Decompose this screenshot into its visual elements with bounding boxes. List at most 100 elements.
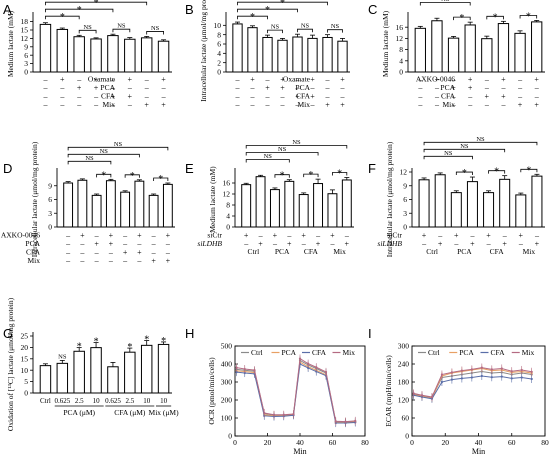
panel-i-xtick-label-2: 40 — [475, 438, 483, 447]
panel-b-bar-1 — [247, 27, 258, 73]
panel-c-bar-0 — [414, 27, 426, 73]
panel-letter-i: I — [368, 326, 372, 341]
panel-c-row-1-sign-1: – — [434, 83, 440, 92]
panel-c-bracket-short-label-1: * — [493, 12, 498, 23]
panel-h-ytick-label-0: 0 — [228, 432, 232, 441]
panel-f-bracket-long-label-2: NS — [476, 136, 485, 143]
panel-f-ytick-label-0: 0 — [403, 223, 407, 232]
panel-i-plot-frame — [411, 345, 546, 437]
panel-h-legend-label-1: PCA — [282, 348, 297, 357]
panel-c-row-label-1: PCA — [440, 83, 455, 92]
panel-d-row-1-sign-0: – — [65, 239, 71, 248]
panel-b-bracket-long-label-2: * — [280, 0, 285, 9]
panel-b-bracket-long-1 — [237, 8, 298, 13]
panel-d-row-1-sign-1: – — [79, 239, 85, 248]
panel-h-series-mix-line — [236, 357, 356, 423]
panel-f: 0 3 6 9 12 Intracellular lactate (μmol/mg pro… — [377, 136, 545, 257]
panel-g-ytick-label-5: 25 — [21, 332, 29, 341]
panel-i-series-mix-point-9 — [500, 367, 503, 370]
panel-d-bar-7 — [162, 183, 173, 228]
panel-c-ytick-label-2: 8 — [399, 45, 403, 54]
panel-b-row-0-sign-6: – — [325, 75, 331, 84]
panel-a-bracket-long-1 — [45, 8, 114, 13]
panel-g-sig-label-5: * — [127, 342, 132, 353]
panel-c-row-0-sign-6: – — [517, 75, 523, 84]
panel-a-row-3-sign-6: + — [144, 100, 149, 109]
panel-a-bracket-long-0 — [45, 15, 80, 20]
panel-h-xtick-label-4: 80 — [361, 438, 369, 447]
panel-b-row-0-sign-5: + — [310, 75, 315, 84]
panel-c-bar-4 — [481, 38, 493, 73]
panel-f-bracket-long-label-1: NS — [460, 143, 469, 150]
panel-f-row-0-sign-7: – — [534, 231, 540, 240]
panel-d-bracket-short-1 — [124, 174, 140, 178]
panel-b-row-1-sign-6: – — [325, 83, 331, 92]
panel-d-row-0-sign-2: – — [94, 231, 100, 240]
panel-f-bracket-long-2 — [423, 141, 538, 146]
panel-h-ytick-label-2: 200 — [221, 396, 233, 405]
panel-c-row-0-sign-7: + — [534, 75, 539, 84]
panel-c-row-label-0: AXKO-0046 — [416, 75, 455, 84]
panel-i-series-cfa-point-8 — [490, 376, 493, 379]
panel-h-series-mix-point-10 — [324, 370, 328, 374]
panel-d-bar-5 — [134, 180, 145, 228]
panel-i-series-mix-point-1 — [420, 394, 424, 397]
panel-e-row-1-sign-4: – — [301, 239, 307, 248]
panel-g-xtick-label-6: 10 — [143, 397, 151, 405]
panel-c-row-0-sign-3: + — [468, 75, 473, 84]
panel-letter-g: G — [3, 326, 13, 341]
panel-f-row-0-sign-1: – — [437, 231, 443, 240]
panel-e-ylabel: Medium lactate (mM) — [208, 166, 217, 233]
panel-e-bracket-long-label-1: NS — [278, 146, 287, 153]
panel-h: 0 100 200 300 400 500 0 20 40 60 80 Min OCR (pmol/mi… — [207, 342, 369, 456]
panel-e-bracket-short-label-1: * — [308, 170, 313, 181]
panel-c-row-3-sign-2: – — [451, 100, 457, 109]
panel-e-row-label-0: siCtr — [207, 231, 222, 240]
panel-h-xtick-label-3: 60 — [329, 438, 337, 447]
panel-e-bracket-long-1 — [245, 152, 319, 156]
panel-g-xtick-label-7: 10 — [160, 397, 168, 405]
panel-c-bracket-short-label-0: * — [459, 13, 464, 24]
panel-d-bracket-short-0 — [96, 173, 112, 178]
panel-a-row-2-sign-4: + — [111, 92, 116, 101]
panel-i-series-cfa-line — [413, 375, 532, 400]
panel-h-ytick-label-5: 500 — [221, 342, 233, 351]
panel-letter-h: H — [185, 326, 194, 341]
panel-b-bracket-short-1 — [297, 28, 313, 33]
panel-f-bar-5 — [499, 178, 511, 228]
panel-g-xtick-label-2: 2.5 — [75, 397, 84, 405]
panel-g-ytick-label-0: 0 — [24, 389, 28, 398]
panel-h-xtick-label-2: 40 — [296, 438, 304, 447]
panel-c-ylabel: Medium lactate (mM) — [381, 10, 390, 77]
panel-g-xtick-label-5: 2.5 — [125, 397, 134, 405]
panel-e-bracket-short-label-0: * — [280, 171, 285, 182]
panel-e-ytick-label-3: 12 — [223, 190, 231, 199]
panel-b-bar-3 — [277, 39, 288, 73]
panel-h-series-mix-point-8 — [307, 362, 310, 365]
panel-a-bar-6 — [140, 37, 153, 73]
panel-e-ytick-label-2: 8 — [226, 201, 230, 210]
panel-a-bracket-short-label-1: NS — [117, 23, 126, 30]
panel-c-row-2-sign-1: – — [434, 92, 440, 101]
panel-i-ytick-label-2: 120 — [398, 396, 410, 405]
panel-i-series-mix-point-8 — [490, 368, 493, 371]
panel-f-row-0-sign-2: + — [454, 231, 459, 240]
panel-d-bracket-long-label-2: NS — [114, 141, 123, 148]
panel-a-row-1-sign-1: – — [59, 83, 65, 92]
panel-c-bar-2 — [447, 37, 460, 73]
panel-a-ytick-label-0: 0 — [24, 68, 28, 77]
panel-d-row-label-3: Mix — [27, 256, 40, 265]
panel-h-ytick-label-1: 100 — [221, 414, 233, 423]
panel-h-xtick-label-0: 0 — [233, 438, 237, 447]
panel-g-xtick-label-3: 10 — [93, 397, 101, 405]
panel-b-row-2-sign-4: + — [295, 92, 300, 101]
panel-c-ytick-label-4: 16 — [396, 23, 404, 32]
panel-h-series-mix-point-12 — [344, 420, 347, 423]
panel-i-ytick-label-3: 180 — [398, 378, 410, 387]
panel-b-ytick-label-4: 8 — [217, 30, 221, 39]
panel-h-legend-label-0: Ctrl — [251, 348, 263, 357]
panel-c-ytick-label-3: 12 — [396, 34, 404, 43]
panel-b-row-2-sign-3: – — [280, 92, 286, 101]
panel-a-row-3-sign-2: – — [76, 100, 82, 109]
panel-c-row-0-sign-5: + — [501, 75, 506, 84]
